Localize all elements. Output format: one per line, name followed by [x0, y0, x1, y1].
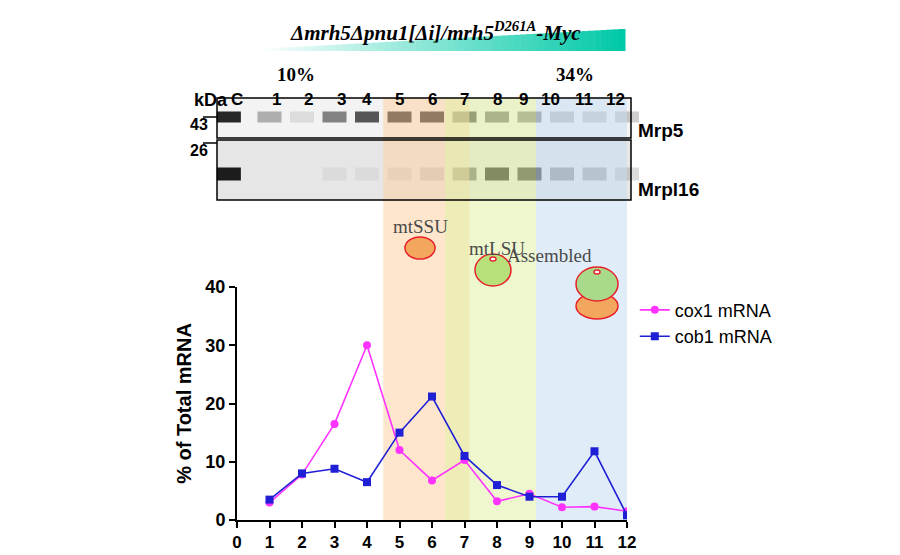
- svg-text:0: 0: [215, 510, 225, 530]
- svg-text:26: 26: [190, 142, 208, 159]
- svg-text:11: 11: [586, 533, 604, 552]
- svg-text:Mrpl16: Mrpl16: [638, 179, 699, 200]
- svg-text:1: 1: [272, 90, 281, 109]
- svg-text:30: 30: [205, 336, 225, 356]
- svg-text:11: 11: [575, 90, 593, 109]
- svg-text:4: 4: [362, 90, 372, 109]
- svg-text:Mrp5: Mrp5: [638, 120, 684, 141]
- svg-text:20: 20: [205, 394, 225, 414]
- svg-text:0: 0: [232, 533, 241, 552]
- svg-text:6: 6: [427, 533, 436, 552]
- svg-text:10: 10: [541, 90, 560, 109]
- svg-text:mtLSU: mtLSU: [469, 238, 525, 259]
- svg-text:3: 3: [337, 90, 346, 109]
- svg-text:kDa: kDa: [194, 90, 228, 110]
- svg-text:3: 3: [330, 533, 339, 552]
- svg-text:Assembled: Assembled: [507, 245, 592, 266]
- svg-text:9: 9: [519, 90, 528, 109]
- svg-text:Δmrh5Δpnu1[Δi]/mrh5​D261A​-Myc: Δmrh5Δpnu1[Δi]/mrh5​D261A​-Myc: [290, 18, 581, 45]
- svg-text:8: 8: [493, 90, 502, 109]
- svg-text:2: 2: [297, 533, 306, 552]
- svg-text:C: C: [231, 90, 243, 109]
- svg-text:4: 4: [362, 533, 372, 552]
- svg-text:cob1 mRNA: cob1 mRNA: [675, 327, 772, 347]
- svg-text:34%: 34%: [556, 64, 594, 85]
- svg-text:9: 9: [525, 533, 534, 552]
- svg-text:12: 12: [618, 533, 637, 552]
- svg-text:6: 6: [428, 90, 437, 109]
- svg-text:43: 43: [190, 116, 208, 133]
- svg-text:5: 5: [395, 90, 404, 109]
- svg-text:10%: 10%: [277, 64, 315, 85]
- svg-text:1: 1: [265, 533, 274, 552]
- svg-text:10: 10: [553, 533, 572, 552]
- svg-text:40: 40: [205, 277, 225, 297]
- svg-text:8: 8: [492, 533, 501, 552]
- svg-text:% of Total mRNA: % of Total mRNA: [173, 323, 195, 484]
- svg-text:12: 12: [606, 90, 625, 109]
- svg-text:7: 7: [460, 533, 469, 552]
- svg-text:10: 10: [205, 452, 225, 472]
- svg-text:2: 2: [304, 90, 313, 109]
- svg-text:7: 7: [460, 90, 469, 109]
- svg-text:cox1 mRNA: cox1 mRNA: [675, 301, 771, 321]
- svg-text:mtSSU: mtSSU: [393, 216, 448, 237]
- svg-text:5: 5: [395, 533, 404, 552]
